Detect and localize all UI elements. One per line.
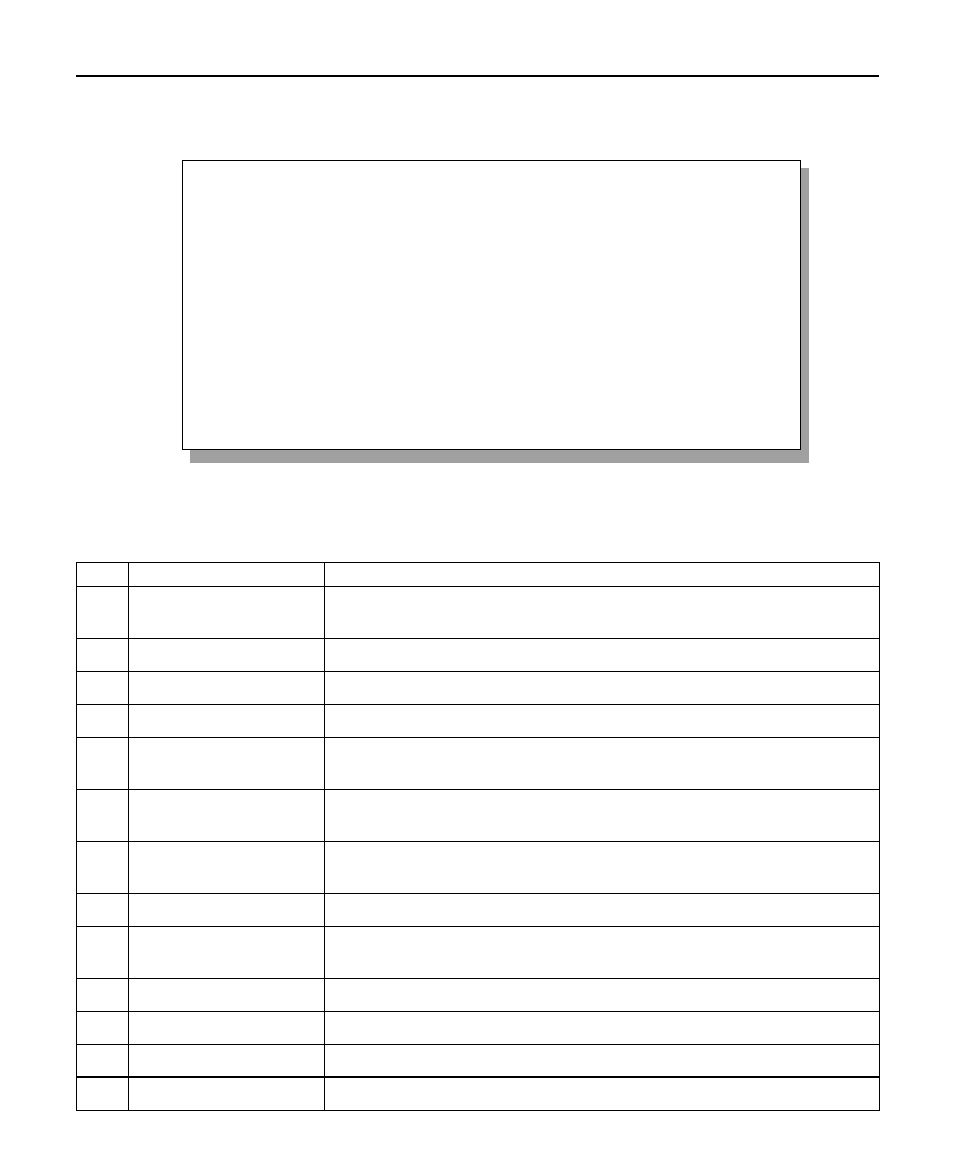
table-cell: [325, 790, 880, 842]
table-row: [77, 1012, 880, 1045]
table-cell: [325, 738, 880, 790]
table-cell: [77, 587, 129, 639]
table-cell: [77, 1078, 129, 1111]
table-cell: [129, 705, 325, 738]
table-row: [77, 1078, 880, 1111]
table-cell: [129, 587, 325, 639]
table-cell: [129, 639, 325, 672]
table-row: [77, 790, 880, 842]
data-table: [76, 562, 880, 1111]
table-cell: [129, 738, 325, 790]
table-cell: [325, 1012, 880, 1045]
table-row: [77, 842, 880, 894]
table-cell: [325, 927, 880, 979]
table-header-cell: [325, 563, 880, 587]
table-cell: [129, 927, 325, 979]
table-cell: [77, 1045, 129, 1078]
table-header-cell: [129, 563, 325, 587]
table-cell: [129, 672, 325, 705]
bottom-horizontal-rule: [76, 1076, 879, 1078]
table-header-cell: [77, 563, 129, 587]
table-cell: [129, 1078, 325, 1111]
table-row: [77, 1045, 880, 1078]
table-cell: [77, 738, 129, 790]
table-row: [77, 672, 880, 705]
table-cell: [77, 790, 129, 842]
callout-box: [182, 160, 808, 456]
table-cell: [129, 894, 325, 927]
table-row: [77, 979, 880, 1012]
table-cell: [325, 705, 880, 738]
table-cell: [325, 639, 880, 672]
table-cell: [325, 842, 880, 894]
table-cell: [77, 705, 129, 738]
table-cell: [77, 1012, 129, 1045]
table-cell: [77, 639, 129, 672]
table-row: [77, 894, 880, 927]
page: [0, 0, 954, 1159]
table-cell: [325, 1078, 880, 1111]
table-cell: [77, 672, 129, 705]
table-cell: [129, 1045, 325, 1078]
table-cell: [129, 842, 325, 894]
table-cell: [325, 1045, 880, 1078]
table-row: [77, 738, 880, 790]
table-cell: [129, 979, 325, 1012]
callout-content: [182, 160, 801, 450]
table-cell: [129, 790, 325, 842]
table-cell: [77, 894, 129, 927]
table-cell: [77, 979, 129, 1012]
table-cell: [325, 672, 880, 705]
table-cell: [325, 587, 880, 639]
table-row: [77, 705, 880, 738]
table-row: [77, 927, 880, 979]
table-cell: [77, 927, 129, 979]
table-cell: [325, 979, 880, 1012]
table-header-row: [77, 563, 880, 587]
top-horizontal-rule: [76, 75, 879, 77]
table-row: [77, 639, 880, 672]
table-row: [77, 587, 880, 639]
table-cell: [77, 842, 129, 894]
table-cell: [129, 1012, 325, 1045]
table-cell: [325, 894, 880, 927]
